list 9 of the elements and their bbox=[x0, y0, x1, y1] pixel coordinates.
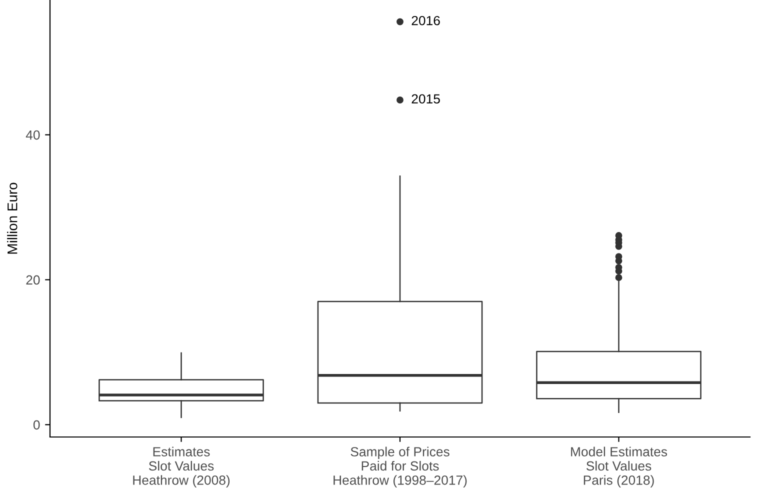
x-tick-label: Estimates Slot Values Heathrow (2008) bbox=[133, 446, 230, 488]
x-tick-label: Sample of Prices Paid for Slots Heathrow (1998–2017) bbox=[334, 446, 467, 488]
x-tick-label: Model Estimates Slot Values Paris (2018) bbox=[571, 446, 668, 488]
y-axis-title: Million Euro bbox=[7, 182, 18, 254]
y-tick-label: 40 bbox=[26, 130, 40, 140]
annotation: 2015 bbox=[412, 94, 440, 104]
y-tick-label: 20 bbox=[26, 275, 40, 285]
y-tick-label: 0 bbox=[33, 420, 40, 430]
annotation: 2016 bbox=[412, 16, 440, 26]
